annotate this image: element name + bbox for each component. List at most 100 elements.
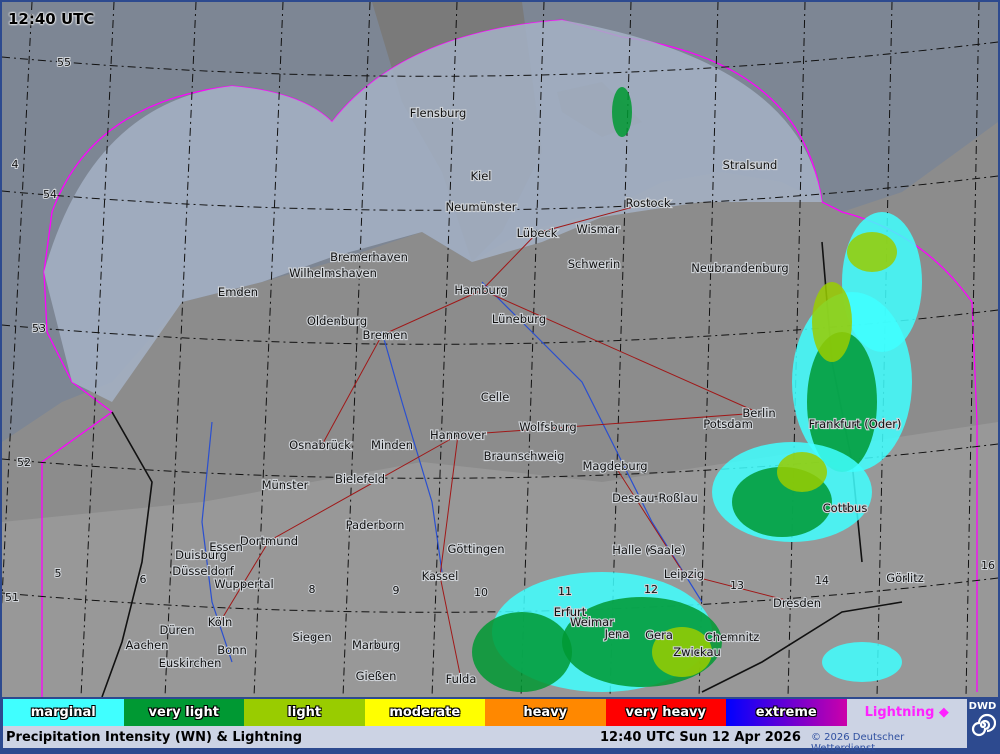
city-label: Duisburg — [175, 548, 227, 562]
city-label: Braunschweig — [484, 449, 565, 463]
longitude-label: 12 — [644, 583, 658, 596]
city-marker — [592, 262, 596, 266]
precipitation-echo — [822, 642, 902, 682]
city-label: Leipzig — [664, 567, 704, 581]
city-marker — [535, 231, 539, 235]
city-label: Flensburg — [410, 106, 467, 120]
city-label: Wolfsburg — [519, 420, 576, 434]
city-label: Schwerin — [568, 257, 621, 271]
city-marker — [695, 650, 699, 654]
city-label: Magdeburg — [582, 459, 647, 473]
city-marker — [757, 411, 761, 415]
precipitation-echo — [777, 452, 827, 492]
city-marker — [795, 601, 799, 605]
precipitation-echo — [807, 332, 877, 472]
city-label: Bremerhaven — [330, 250, 408, 264]
city-label: Euskirchen — [159, 656, 222, 670]
city-marker — [201, 569, 205, 573]
city-marker — [218, 620, 222, 624]
city-label: Celle — [481, 390, 510, 404]
longitude-label: 11 — [558, 585, 572, 598]
city-label: Dortmund — [240, 534, 298, 548]
city-marker — [230, 648, 234, 652]
city-marker — [590, 620, 594, 624]
city-label: Aachen — [126, 638, 169, 652]
legend-item-heavy: heavy — [485, 699, 606, 726]
city-marker — [546, 425, 550, 429]
city-label: Göttingen — [447, 542, 504, 556]
city-marker — [374, 674, 378, 678]
longitude-line — [164, 2, 197, 697]
city-label: Weimar — [570, 615, 614, 629]
city-label: Osnabrück — [289, 438, 351, 452]
city-marker — [374, 643, 378, 647]
city-marker — [373, 523, 377, 527]
city-marker — [730, 635, 734, 639]
city-label: Marburg — [352, 638, 400, 652]
city-marker — [596, 227, 600, 231]
city-label: Frankfurt (Oder) — [809, 417, 902, 431]
city-marker — [310, 635, 314, 639]
legend-item-extreme: extreme — [726, 699, 847, 726]
longitude-label: 6 — [140, 573, 147, 586]
city-marker — [383, 333, 387, 337]
city-label: Köln — [208, 615, 233, 629]
legend-item-light: light — [244, 699, 365, 726]
precipitation-echo — [847, 232, 897, 272]
city-label: Wilhelmshaven — [289, 266, 377, 280]
city-marker — [199, 553, 203, 557]
latitude-label: 52 — [17, 456, 31, 469]
city-label: Bielefeld — [335, 472, 385, 486]
city-label: Bremen — [362, 328, 407, 342]
city-marker — [236, 290, 240, 294]
longitude-line — [965, 2, 980, 697]
city-label: Emden — [218, 285, 258, 299]
city-label: Gießen — [356, 669, 397, 683]
longitude-label: 14 — [815, 574, 829, 587]
city-marker — [493, 395, 497, 399]
dwd-logo: DWD — [967, 699, 998, 748]
latitude-label: 55 — [57, 56, 71, 69]
city-label: Essen — [209, 540, 243, 554]
legend-item-very-heavy: very heavy — [605, 699, 726, 726]
city-label: Oldenburg — [307, 314, 367, 328]
city-marker — [358, 477, 362, 481]
city-marker — [646, 201, 650, 205]
longitude-label: 9 — [393, 584, 400, 597]
city-label: Halle (Saale) — [612, 543, 685, 557]
longitude-line — [2, 2, 33, 608]
city-label: Potsdam — [703, 417, 753, 431]
city-marker — [615, 632, 619, 636]
city-label: Neubrandenburg — [691, 261, 788, 275]
motorway — [321, 289, 483, 446]
dwd-spiral-icon — [971, 713, 996, 737]
city-marker — [653, 496, 657, 500]
longitude-line — [80, 2, 115, 697]
city-marker — [517, 317, 521, 321]
map-time-label: 12:40 UTC — [8, 10, 95, 28]
longitude-line — [698, 2, 719, 697]
longitude-label: 8 — [309, 583, 316, 596]
city-label: Siegen — [292, 630, 331, 644]
city-label: Bonn — [217, 643, 247, 657]
city-label: Lübeck — [517, 226, 558, 240]
city-label: Zwickau — [673, 645, 721, 659]
city-label: Düsseldorf — [172, 564, 234, 578]
longitude-line — [253, 2, 284, 697]
river-weser — [381, 331, 443, 573]
city-label: Münster — [262, 478, 309, 492]
city-marker — [479, 205, 483, 209]
border-west — [101, 411, 153, 697]
city-marker — [438, 574, 442, 578]
city-label: Lüneburg — [492, 312, 546, 326]
radar-map[interactable]: Flensburg Kiel Neumünster Lübeck Wismar Rosto… — [2, 2, 998, 697]
longitude-label: 13 — [730, 579, 744, 592]
city-marker — [331, 271, 335, 275]
city-label: Gera — [645, 628, 673, 642]
city-label: Paderborn — [346, 518, 405, 532]
city-label: Fulda — [446, 672, 477, 686]
city-marker — [479, 174, 483, 178]
city-label: Kiel — [470, 169, 491, 183]
legend-item-marginal: marginal — [3, 699, 124, 726]
